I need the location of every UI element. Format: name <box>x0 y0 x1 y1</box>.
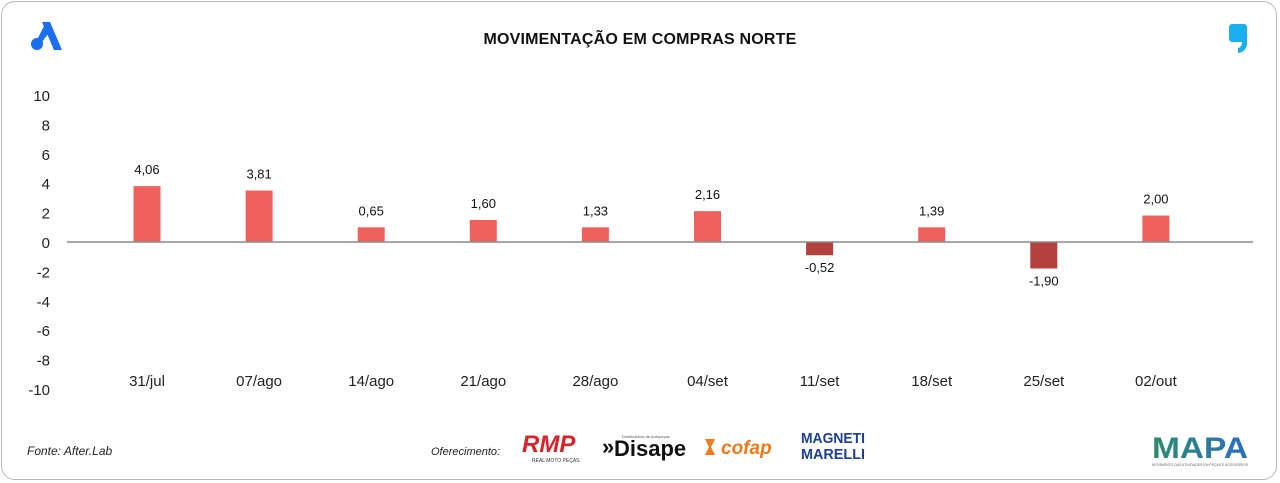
y-tick-label: -6 <box>37 323 50 340</box>
data-label: 1,33 <box>583 203 608 218</box>
y-tick-label: -2 <box>37 264 50 281</box>
bar <box>133 186 161 242</box>
sponsor-label: Oferecimento: <box>431 446 501 458</box>
y-tick-label: 6 <box>42 147 50 164</box>
bar <box>918 227 946 242</box>
y-tick-label: 8 <box>42 117 50 134</box>
x-tick-label: 07/ago <box>236 373 282 390</box>
quote-mark-icon <box>1229 24 1247 53</box>
mapa-logo-text: MAPA <box>1152 432 1248 465</box>
disape-logo: » Disape Distribuidora de Autopeças <box>602 434 686 461</box>
x-tick-label: 25/set <box>1023 373 1065 390</box>
data-label: 4,06 <box>134 162 159 177</box>
x-tick-label: 04/set <box>687 373 729 390</box>
data-label: 3,81 <box>246 167 271 182</box>
bar <box>694 211 721 242</box>
after-logo-icon <box>31 22 62 50</box>
bar <box>581 227 609 242</box>
bar <box>245 190 273 242</box>
x-tick-label: 14/ago <box>348 373 394 390</box>
magneti-logo-text: MAGNETI <box>801 430 865 447</box>
x-tick-label: 21/ago <box>460 373 506 390</box>
source-note: Fonte: After.Lab <box>27 444 113 458</box>
mapa-logo-tagline: MOVIMENTO DAS ATIVIDADES EM PEÇAS E ACES… <box>1152 462 1248 467</box>
data-label: -1,90 <box>1029 273 1059 288</box>
data-label: -0,52 <box>805 260 835 275</box>
bar <box>1142 215 1170 242</box>
x-tick-label: 11/set <box>800 373 841 390</box>
cofap-logo: cofap <box>705 438 772 459</box>
chart-title: MOVIMENTAÇÃO EM COMPRAS NORTE <box>483 31 797 48</box>
x-tick-label: 18/set <box>911 373 953 390</box>
y-tick-label: 2 <box>42 206 50 223</box>
bar <box>469 219 497 242</box>
y-tick-label: -10 <box>28 382 50 399</box>
bar <box>806 242 834 256</box>
rmp-logo-text: RMP <box>522 431 576 458</box>
y-tick-label: -4 <box>37 294 50 311</box>
x-tick-label: 02/out <box>1135 373 1178 390</box>
data-label: 2,16 <box>695 187 720 202</box>
x-tick-label: 28/ago <box>572 373 618 390</box>
y-tick-label: 4 <box>42 176 50 193</box>
data-label: 1,39 <box>919 203 944 218</box>
y-tick-label: 10 <box>33 88 50 105</box>
mapa-logo: MAPA MOVIMENTO DAS ATIVIDADES EM PEÇAS E… <box>1152 432 1248 467</box>
y-tick-label: 0 <box>42 235 50 252</box>
cofap-logo-text: cofap <box>721 438 772 459</box>
svg-text:»: » <box>602 434 614 459</box>
disape-logo-text: Disape <box>614 436 686 461</box>
bar <box>357 227 385 242</box>
data-label: 0,65 <box>359 203 384 218</box>
bar <box>1030 242 1058 269</box>
disape-logo-tagline: Distribuidora de Autopeças <box>622 434 670 439</box>
x-tick-label: 31/jul <box>129 373 165 390</box>
rmp-logo-tagline: REAL MOTO PEÇAS <box>532 458 580 464</box>
marelli-logo-text: MARELLI <box>801 446 865 462</box>
rmp-logo: RMP REAL MOTO PEÇAS <box>522 431 580 464</box>
data-label: 1,60 <box>471 196 496 211</box>
data-label: 2,00 <box>1143 192 1168 207</box>
y-tick-label: -8 <box>37 353 50 370</box>
magneti-marelli-logo: MAGNETI MARELLI <box>801 430 865 462</box>
